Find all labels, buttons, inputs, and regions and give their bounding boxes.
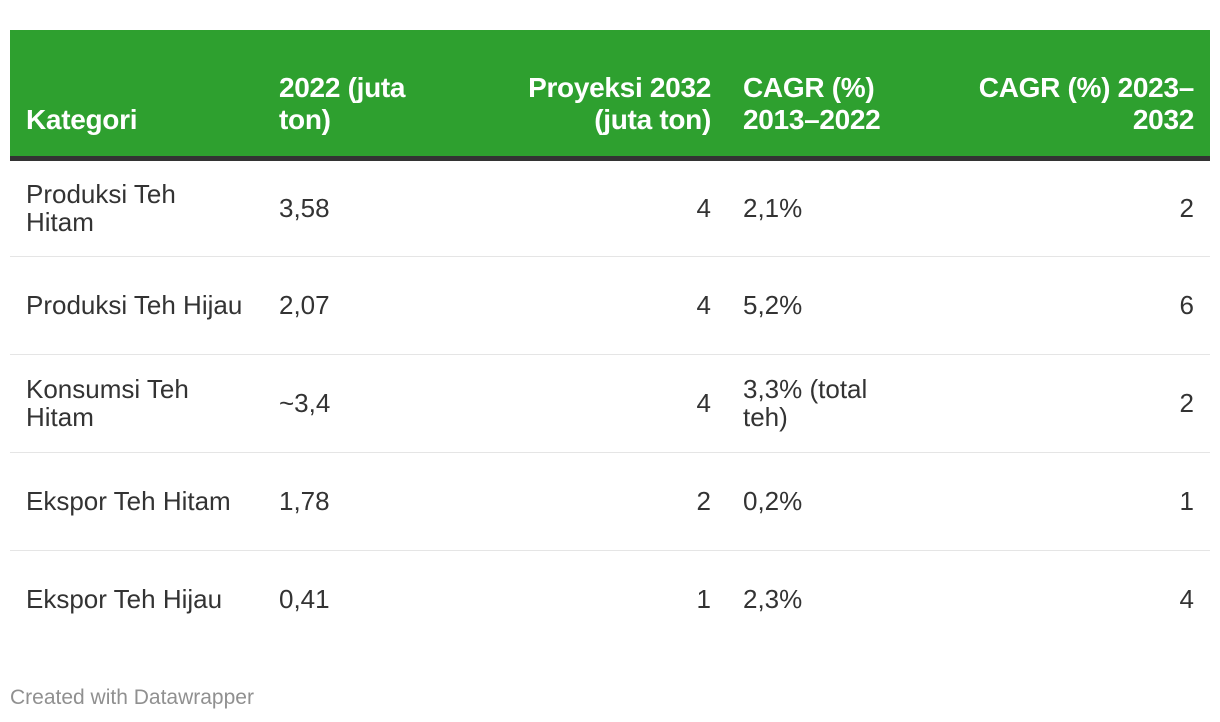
cell-kategori: Produksi Teh Hitam bbox=[10, 158, 263, 257]
header-row: Kategori 2022 (juta ton) Proyeksi 2032 (… bbox=[10, 30, 1210, 161]
cell-cagr-2023-2032: 6 bbox=[921, 256, 1210, 355]
cell-cagr-2013-2022: 5,2% bbox=[727, 256, 921, 355]
cell-proyeksi-2032: 1 bbox=[696, 584, 711, 615]
cell-proyeksi-2032: 4 bbox=[457, 256, 727, 355]
cell-cagr-2023-2032: 2 bbox=[921, 354, 1210, 453]
datawrapper-credit: Created with Datawrapper bbox=[10, 686, 254, 709]
cell-kategori: Ekspor Teh Hijau bbox=[26, 584, 223, 615]
table-row: Ekspor Teh Hitam 1,78 2 0,2% 1 bbox=[10, 452, 1210, 551]
data-table: Kategori 2022 (juta ton) Proyeksi 2032 (… bbox=[10, 30, 1210, 648]
data-table-container: Kategori 2022 (juta ton) Proyeksi 2032 (… bbox=[10, 30, 1210, 648]
cell-2022: 1,78 bbox=[263, 452, 457, 551]
table-header: Kategori 2022 (juta ton) Proyeksi 2032 (… bbox=[10, 30, 1210, 161]
cell-kategori: Ekspor Teh Hitam bbox=[10, 452, 263, 551]
cell-cagr-2013-2022: 3,3% (total teh) bbox=[727, 354, 921, 453]
cell-cagr-2013-2022: 0,2% bbox=[727, 452, 921, 551]
column-header-cagr-2023-2032: CAGR (%) 2023–2032 bbox=[921, 30, 1210, 161]
cell-cagr-2023-2032: 1 bbox=[921, 452, 1210, 551]
column-header-cagr-2013-2022: CAGR (%) 2013–2022 bbox=[727, 30, 921, 161]
table-row: Produksi Teh Hijau 2,07 4 5,2% 6 bbox=[10, 256, 1210, 355]
cell-cagr-2013-2022: 2,1% bbox=[727, 158, 921, 257]
cell-proyeksi-2032: 4 bbox=[457, 354, 727, 453]
cell-kategori: Konsumsi Teh Hitam bbox=[10, 354, 263, 453]
column-header-proyeksi-2032: Proyeksi 2032 (juta ton) bbox=[457, 30, 727, 161]
cell-2022: 0,41 bbox=[279, 584, 330, 615]
cell-cagr-2023-2032: 4 bbox=[1179, 584, 1194, 615]
table-row: Produksi Teh Hitam 3,58 4 2,1% 2 bbox=[10, 158, 1210, 257]
table-row: Konsumsi Teh Hitam ~3,4 4 3,3% (total te… bbox=[10, 354, 1210, 453]
cell-cagr-2023-2032: 2 bbox=[921, 158, 1210, 257]
table-row: Ekspor Teh Hijau 0,41 1 2,3% 4 bbox=[10, 550, 1210, 648]
cell-proyeksi-2032: 4 bbox=[457, 158, 727, 257]
cell-proyeksi-2032: 2 bbox=[457, 452, 727, 551]
cell-2022: 3,58 bbox=[263, 158, 457, 257]
table-body: Produksi Teh Hitam 3,58 4 2,1% 2 Produks… bbox=[10, 158, 1210, 648]
cell-cagr-2013-2022: 2,3% bbox=[743, 584, 803, 615]
cell-kategori: Produksi Teh Hijau bbox=[10, 256, 263, 355]
column-header-kategori: Kategori bbox=[10, 30, 263, 161]
cell-2022: 2,07 bbox=[263, 256, 457, 355]
column-header-2022: 2022 (juta ton) bbox=[263, 30, 457, 161]
cell-2022: ~3,4 bbox=[263, 354, 457, 453]
